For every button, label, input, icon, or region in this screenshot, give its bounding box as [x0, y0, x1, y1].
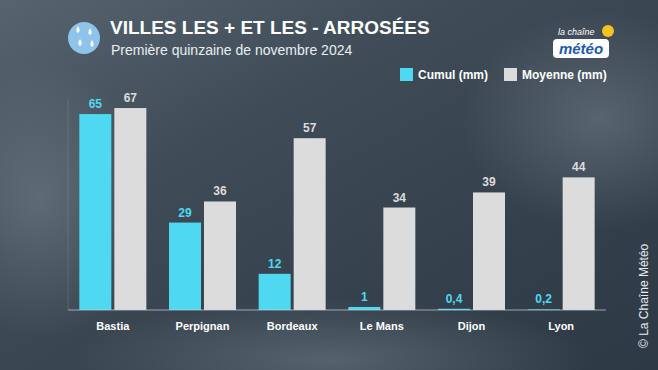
legend-label: Cumul (mm)	[418, 68, 488, 82]
icon-drop	[76, 26, 80, 33]
data-label: 57	[303, 121, 317, 135]
y-axis-line	[68, 99, 69, 310]
x-tick-label: Le Mans	[360, 320, 404, 332]
data-label: 44	[572, 160, 586, 174]
logo-text: la chaîne	[558, 27, 595, 37]
legend-swatch	[504, 68, 517, 81]
bar	[563, 177, 595, 310]
x-tick-label: Bordeaux	[267, 320, 319, 332]
data-label: 12	[268, 257, 282, 271]
bar	[383, 208, 415, 310]
logo-text: météo	[559, 40, 603, 57]
bar	[473, 192, 505, 310]
x-axis-line	[68, 310, 606, 311]
data-labels: 65 29 12 1 0,4 0,2 67 36 57 34 39 44	[89, 91, 586, 306]
logo-sun	[602, 25, 614, 37]
x-tick-label: Perpignan	[176, 320, 230, 332]
logo-badge	[553, 39, 609, 58]
title: VILLES LES + ET LES - ARROSÉES	[110, 17, 430, 38]
chart-root: VILLES LES + ET LES - ARROSÉES Première q…	[0, 0, 658, 370]
bar	[294, 138, 326, 310]
legend-swatch	[400, 68, 413, 81]
data-label: 1	[361, 290, 368, 304]
data-label: 34	[393, 191, 407, 205]
icon-circle	[68, 22, 100, 54]
subtitle: Première quinzaine de novembre 2024	[111, 42, 352, 58]
x-tick-label: Dijon	[458, 320, 486, 332]
bar	[114, 108, 146, 310]
title-icon	[68, 22, 100, 54]
legend-label: Moyenne (mm)	[522, 68, 607, 82]
bars	[79, 108, 594, 310]
icon-drop	[90, 40, 94, 47]
x-tick-label: Lyon	[548, 320, 574, 332]
logo: la chaîne météo	[553, 25, 614, 58]
data-label: 0,4	[446, 292, 463, 306]
data-label: 67	[124, 91, 138, 105]
background-glow	[0, 60, 150, 340]
bar	[204, 201, 236, 310]
icon-drop	[88, 28, 92, 35]
bar	[79, 114, 111, 310]
legend: Cumul (mm) Moyenne (mm)	[400, 68, 607, 82]
bar	[259, 274, 291, 310]
data-label: 65	[89, 97, 103, 111]
x-tick-label: Bastia	[96, 320, 130, 332]
bar	[169, 223, 201, 310]
data-label: 29	[178, 206, 192, 220]
icon-drop	[78, 39, 82, 46]
chart-svg: VILLES LES + ET LES - ARROSÉES Première q…	[0, 0, 658, 370]
data-label: 0,2	[535, 292, 552, 306]
credit: © La Chaîne Météo	[637, 243, 651, 348]
x-tick-labels: Bastia Perpignan Bordeaux Le Mans Dijon Lyon	[96, 320, 574, 332]
data-label: 39	[482, 175, 496, 189]
data-label: 36	[213, 184, 227, 198]
